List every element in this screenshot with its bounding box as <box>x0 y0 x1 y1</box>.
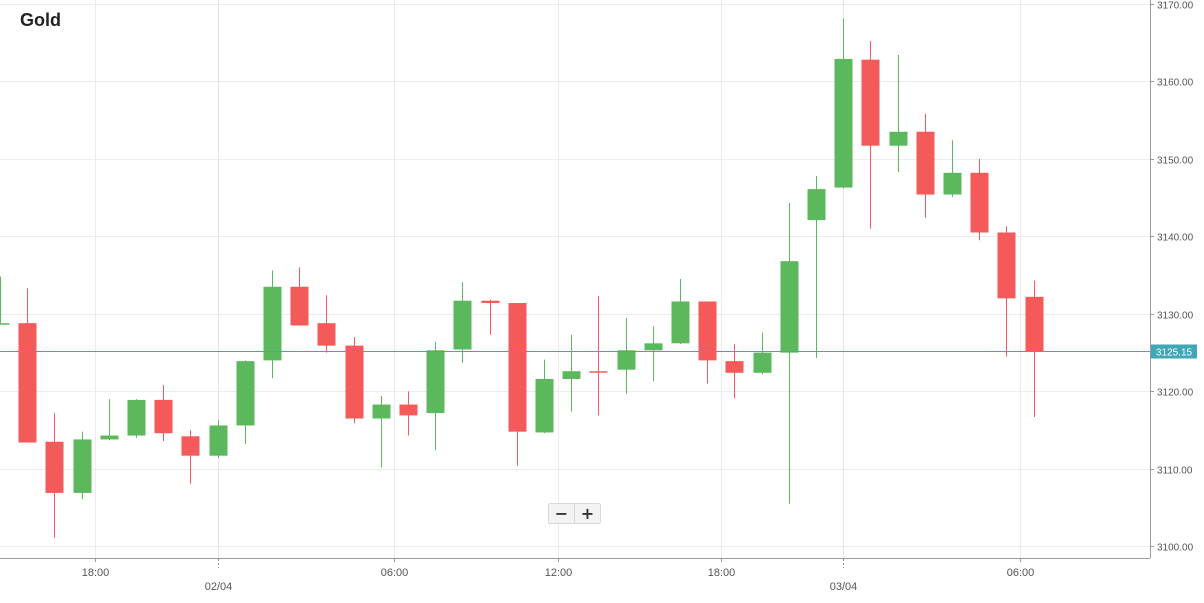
zoom-in-button[interactable]: + <box>580 504 595 523</box>
x-date-label: 02/04 <box>205 581 233 593</box>
candle-down <box>317 323 336 346</box>
candle-up <box>889 131 908 146</box>
y-tick-label: 3120.00 <box>1157 388 1194 399</box>
candle-down <box>916 131 935 195</box>
x-date-label: 03/04 <box>830 581 858 593</box>
candle-down <box>481 300 500 304</box>
candle-up <box>372 404 391 419</box>
y-tick-label: 3130.00 <box>1157 311 1194 322</box>
candle-up <box>753 352 772 373</box>
candle-up <box>236 361 255 426</box>
y-tick-label: 3160.00 <box>1157 78 1194 89</box>
candle-down <box>997 232 1016 299</box>
chart-title: Gold <box>20 10 61 30</box>
current-price-label: 3125.15 <box>1156 348 1193 359</box>
candle-down <box>698 301 717 361</box>
candle-up <box>807 189 826 221</box>
zoom-out-button[interactable]: − <box>549 504 575 523</box>
x-tick-label: 12:00 <box>545 567 573 579</box>
candle-down <box>589 371 608 373</box>
zoom-controls: − + <box>548 503 601 524</box>
x-tick-label: 06:00 <box>1007 567 1035 579</box>
candle-down <box>725 361 744 373</box>
x-tick-label: 18:00 <box>708 567 736 579</box>
candle-down <box>508 303 527 432</box>
y-tick-label: 3150.00 <box>1157 156 1194 167</box>
candle-down <box>290 286 309 326</box>
candle-up <box>209 425 228 456</box>
y-tick-label: 3140.00 <box>1157 233 1194 244</box>
candle-up <box>943 172 962 195</box>
candle-up <box>780 261 799 353</box>
candle-down <box>181 436 200 456</box>
candle-down <box>154 399 173 434</box>
candle-up <box>100 435 119 440</box>
candle-up <box>73 439 92 493</box>
y-tick-label: 3100.00 <box>1157 543 1194 554</box>
candle-up <box>426 350 445 414</box>
x-tick-label: 18:00 <box>82 567 110 579</box>
candle-down <box>345 345 364 419</box>
candle-up <box>0 323 10 325</box>
y-tick-label: 3170.00 <box>1157 1 1194 12</box>
x-tick-label: 06:00 <box>381 567 409 579</box>
candle-down <box>861 59 880 146</box>
candle-up <box>562 371 581 379</box>
current-price-tag <box>1151 344 1197 359</box>
candle-up <box>127 399 146 436</box>
candle-up <box>834 58 853 188</box>
candle-up <box>671 301 690 344</box>
candle-down <box>1025 296 1044 352</box>
candle-up <box>617 350 636 370</box>
candle-down <box>970 172 989 233</box>
candle-down <box>45 441 64 493</box>
candle-up <box>263 286 282 361</box>
candle-down <box>18 323 37 443</box>
y-tick-label: 3110.00 <box>1157 466 1193 477</box>
candle-down <box>399 404 418 416</box>
candle-up <box>644 343 663 351</box>
candle-up <box>453 300 472 350</box>
candle-up <box>535 378 554 433</box>
